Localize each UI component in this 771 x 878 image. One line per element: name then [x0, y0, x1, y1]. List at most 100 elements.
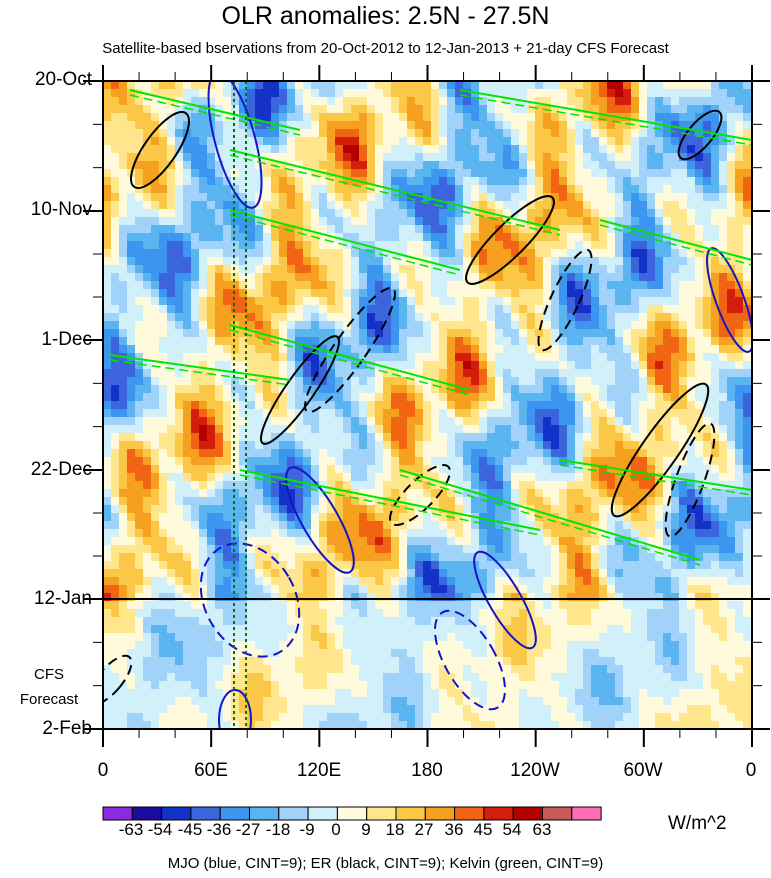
field-cell — [263, 201, 272, 210]
field-cell — [135, 433, 144, 442]
field-cell — [639, 257, 648, 266]
field-cell — [527, 145, 536, 154]
field-cell — [351, 321, 360, 330]
field-cell — [423, 145, 432, 154]
field-cell — [655, 153, 664, 162]
field-cell — [519, 177, 528, 186]
field-cell — [231, 97, 240, 106]
field-cell — [295, 377, 304, 386]
field-cell — [319, 353, 328, 362]
field-cell — [127, 369, 136, 378]
field-cell — [103, 121, 112, 130]
field-cell — [351, 201, 360, 210]
field-cell — [599, 353, 608, 362]
field-cell — [191, 321, 200, 330]
field-cell — [383, 417, 392, 426]
field-cell — [175, 185, 184, 194]
field-cell — [103, 177, 112, 186]
field-cell — [207, 169, 216, 178]
field-cell — [167, 401, 176, 410]
field-cell — [279, 153, 288, 162]
field-cell — [487, 449, 496, 458]
field-cell — [679, 225, 688, 234]
field-cell — [415, 441, 424, 450]
field-cell — [311, 497, 320, 506]
field-cell — [695, 433, 704, 442]
field-cell — [263, 385, 272, 394]
field-cell — [431, 113, 440, 122]
field-cell — [223, 497, 232, 506]
field-cell — [223, 441, 232, 450]
field-cell — [191, 217, 200, 226]
field-cell — [631, 321, 640, 330]
field-cell — [695, 353, 704, 362]
field-cell — [551, 185, 560, 194]
field-cell — [575, 489, 584, 498]
field-cell — [151, 217, 160, 226]
field-cell — [447, 321, 456, 330]
field-cell — [623, 393, 632, 402]
field-cell — [511, 433, 520, 442]
field-cell — [199, 457, 208, 466]
field-cell — [591, 185, 600, 194]
field-cell — [543, 129, 552, 138]
field-cell — [471, 321, 480, 330]
field-cell — [263, 433, 272, 442]
field-cell — [343, 273, 352, 282]
field-cell — [647, 393, 656, 402]
field-cell — [311, 321, 320, 330]
field-cell — [111, 305, 120, 314]
field-cell — [287, 409, 296, 418]
field-cell — [519, 457, 528, 466]
field-cell — [143, 385, 152, 394]
field-cell — [135, 409, 144, 418]
field-cell — [623, 553, 632, 562]
field-cell — [263, 353, 272, 362]
field-cell — [175, 177, 184, 186]
field-cell — [415, 233, 424, 242]
field-cell — [439, 249, 448, 258]
field-cell — [735, 297, 744, 306]
field-cell — [679, 321, 688, 330]
field-cell — [647, 113, 656, 122]
field-cell — [455, 193, 464, 202]
field-cell — [247, 321, 256, 330]
field-cell — [479, 545, 488, 554]
field-cell — [535, 105, 544, 114]
field-cell — [383, 121, 392, 130]
field-cell — [519, 401, 528, 410]
field-cell — [711, 441, 720, 450]
field-cell — [407, 401, 416, 410]
field-cell — [231, 233, 240, 242]
field-cell — [647, 153, 656, 162]
field-cell — [431, 81, 440, 90]
field-cell — [399, 265, 408, 274]
field-cell — [503, 353, 512, 362]
field-cell — [391, 233, 400, 242]
field-cell — [503, 153, 512, 162]
field-cell — [183, 417, 192, 426]
field-cell — [215, 161, 224, 170]
field-cell — [567, 273, 576, 282]
field-cell — [655, 545, 664, 554]
field-cell — [711, 313, 720, 322]
field-cell — [527, 497, 536, 506]
field-cell — [583, 313, 592, 322]
field-cell — [623, 129, 632, 138]
field-cell — [631, 241, 640, 250]
field-cell — [159, 249, 168, 258]
field-cell — [335, 185, 344, 194]
field-cell — [495, 129, 504, 138]
field-cell — [735, 137, 744, 146]
field-cell — [343, 393, 352, 402]
field-cell — [399, 177, 408, 186]
field-cell — [255, 257, 264, 266]
field-cell — [423, 345, 432, 354]
field-cell — [543, 97, 552, 106]
field-cell — [271, 561, 280, 570]
field-cell — [447, 337, 456, 346]
field-cell — [559, 353, 568, 362]
field-cell — [359, 393, 368, 402]
field-cell — [495, 553, 504, 562]
field-cell — [343, 489, 352, 498]
